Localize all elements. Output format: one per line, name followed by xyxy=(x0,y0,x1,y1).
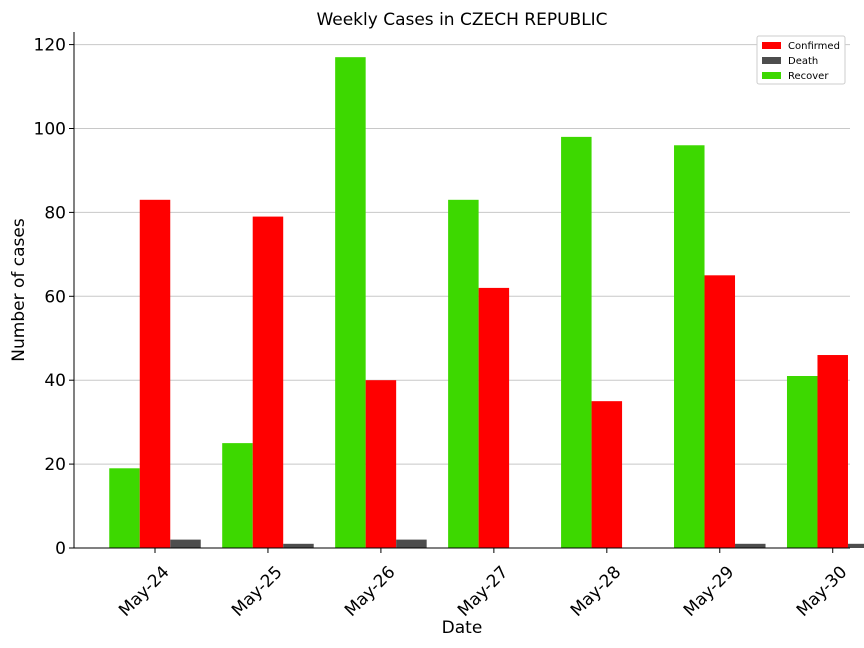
x-tick-label: May-29 xyxy=(680,562,738,620)
x-tick-label: May-28 xyxy=(567,562,625,620)
legend-swatch-death xyxy=(762,57,781,64)
bar-death-may-29 xyxy=(735,543,766,548)
legend-label-confirmed: Confirmed xyxy=(788,41,840,52)
bar-recover-may-29 xyxy=(674,145,705,548)
bar-recover-may-24 xyxy=(109,468,140,548)
x-tick-label: May-24 xyxy=(115,562,173,620)
bar-death-may-25 xyxy=(283,543,314,548)
legend-label-death: Death xyxy=(788,56,818,67)
legend-swatch-confirmed xyxy=(762,42,781,49)
bar-confirmed-may-25 xyxy=(252,216,284,548)
bar-death-may-30 xyxy=(847,543,864,548)
x-tick-label: May-27 xyxy=(454,562,512,620)
y-tick-label: 40 xyxy=(44,371,66,391)
bar-recover-may-25 xyxy=(222,443,253,548)
y-tick-label: 60 xyxy=(44,287,66,307)
y-tick-label: 120 xyxy=(34,36,66,56)
bar-recover-may-30 xyxy=(786,376,818,548)
x-tick-label: May-25 xyxy=(228,562,286,620)
legend: Confirmed Death Recover xyxy=(756,35,846,85)
bar-recover-may-26 xyxy=(335,57,366,549)
legend-label-recover: Recover xyxy=(788,71,829,82)
y-axis-label: Number of cases xyxy=(9,218,29,362)
bar-death-may-24 xyxy=(170,539,201,548)
bar-recover-may-27 xyxy=(448,199,479,548)
y-tick-label: 80 xyxy=(44,203,66,223)
bar-confirmed-may-26 xyxy=(365,380,397,548)
bars xyxy=(109,57,864,549)
bar-confirmed-may-24 xyxy=(139,199,171,548)
bar-death-may-26 xyxy=(396,539,427,548)
x-axis-label: Date xyxy=(442,618,483,638)
x-tick-label: May-30 xyxy=(793,562,851,620)
y-tick-label: 0 xyxy=(55,539,66,559)
bar-recover-may-28 xyxy=(561,136,592,548)
bar-confirmed-may-27 xyxy=(478,287,510,548)
bar-confirmed-may-29 xyxy=(704,275,736,548)
legend-swatch-recover xyxy=(762,72,781,79)
bar-confirmed-may-28 xyxy=(591,401,623,548)
x-tick-label: May-26 xyxy=(341,562,399,620)
y-tick-label: 100 xyxy=(34,119,66,139)
y-tick-label: 20 xyxy=(44,455,66,475)
chart-title: Weekly Cases in CZECH REPUBLIC xyxy=(316,10,607,30)
bar-confirmed-may-30 xyxy=(817,355,848,548)
